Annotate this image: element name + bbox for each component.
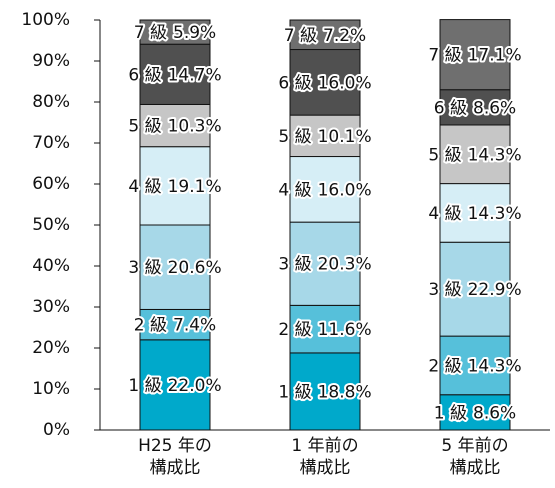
value-label: 17.1% [468, 46, 522, 66]
value-label: 16.0% [318, 73, 372, 93]
value-label: 11.6% [318, 320, 372, 340]
series-name: 6 級 [128, 65, 161, 85]
series-name: 5 級 [128, 117, 161, 137]
data-label: 7 級 5.9% [134, 23, 216, 43]
series-name: 6 級 [278, 73, 311, 93]
series-name: 2 級 [428, 356, 461, 376]
value-label: 7.2% [323, 26, 366, 46]
data-label: 1 級 18.8% [278, 382, 371, 402]
bar-segment [439, 335, 511, 396]
value-label: 14.3% [468, 204, 522, 224]
data-label: 2 級 7.4% [134, 316, 216, 336]
bar-segment [139, 43, 211, 105]
bar-segment [139, 19, 211, 45]
bar-segment [139, 224, 211, 310]
value-label: 14.3% [468, 356, 522, 376]
value-label: 18.8% [318, 382, 372, 402]
series-name: 3 級 [428, 280, 461, 300]
value-label: 5.9% [173, 23, 216, 43]
bar-segment [139, 146, 211, 226]
data-label: 1 級 8.6% [434, 403, 516, 423]
series-name: 7 級 [134, 23, 167, 43]
bar-segment [439, 394, 511, 431]
bar-segment [139, 339, 211, 431]
y-tick-label: 0% [43, 420, 70, 440]
y-tick-label: 60% [32, 174, 70, 194]
bar-segment [139, 308, 211, 341]
series-name: 4 級 [278, 180, 311, 200]
y-tick-label: 10% [32, 379, 70, 399]
series-name: 2 級 [278, 320, 311, 340]
data-label: 1 級 22.0% [128, 376, 221, 396]
x-tick-label: H25 年の構成比 [138, 436, 212, 478]
data-label: 5 級 10.3% [128, 117, 221, 137]
data-label: 6 級 16.0% [278, 73, 371, 93]
data-label: 5 級 10.1% [278, 127, 371, 147]
series-name: 5 級 [278, 127, 311, 147]
value-label: 22.0% [168, 376, 222, 396]
data-label: 4 級 19.1% [128, 177, 221, 197]
bar-segment [139, 103, 211, 148]
data-label: 4 級 16.0% [278, 180, 371, 200]
y-tick-label: 20% [32, 338, 70, 358]
y-tick-label: 100% [21, 10, 70, 30]
bar-segment [289, 19, 361, 51]
y-tick-label: 90% [32, 51, 70, 71]
series-name: 1 級 [128, 376, 161, 396]
series-name: 4 級 [428, 204, 461, 224]
y-tick-label: 80% [32, 92, 70, 112]
bar-segment [289, 221, 361, 306]
value-label: 10.3% [168, 117, 222, 137]
y-tick-label: 30% [32, 297, 70, 317]
y-tick-label: 70% [32, 133, 70, 153]
data-label: 5 級 14.3% [428, 145, 521, 165]
series-name: 1 級 [434, 403, 467, 423]
series-name: 2 級 [134, 316, 167, 336]
value-label: 10.1% [318, 127, 372, 147]
bar-segment [289, 114, 361, 158]
bar-segment [289, 304, 361, 354]
value-label: 14.3% [468, 145, 522, 165]
x-tick-label: 5 年前の構成比 [441, 436, 508, 478]
data-label: 6 級 14.7% [128, 65, 221, 85]
value-label: 22.9% [468, 280, 522, 300]
bar-segment [439, 183, 511, 243]
y-tick-label: 50% [32, 215, 70, 235]
series-name: 7 級 [428, 46, 461, 66]
series-name: 4 級 [128, 177, 161, 197]
series-name: 7 級 [284, 26, 317, 46]
bar-segment [439, 19, 511, 91]
data-label: 3 級 22.9% [428, 280, 521, 300]
value-label: 8.6% [473, 403, 516, 423]
value-label: 20.6% [168, 258, 222, 278]
value-label: 20.3% [318, 255, 372, 275]
data-label: 3 級 20.6% [128, 258, 221, 278]
bar-segment [439, 241, 511, 337]
bar-segment [289, 49, 361, 116]
series-name: 3 級 [128, 258, 161, 278]
data-label: 4 級 14.3% [428, 204, 521, 224]
bar-segment [439, 89, 511, 126]
value-label: 14.7% [168, 65, 222, 85]
data-label: 2 級 11.6% [278, 320, 371, 340]
bar-segment [289, 352, 361, 431]
data-label: 7 級 17.1% [428, 46, 521, 66]
y-tick-label: 40% [32, 256, 70, 276]
value-label: 7.4% [173, 316, 216, 336]
series-name: 5 級 [428, 145, 461, 165]
x-tick-label: 1 年前の構成比 [291, 436, 358, 478]
value-label: 16.0% [318, 180, 372, 200]
series-name: 1 級 [278, 382, 311, 402]
data-label: 3 級 20.3% [278, 255, 371, 275]
series-name: 3 級 [278, 255, 311, 275]
value-label: 8.6% [473, 98, 516, 118]
data-label: 2 級 14.3% [428, 356, 521, 376]
series-name: 6 級 [434, 98, 467, 118]
value-label: 19.1% [168, 177, 222, 197]
data-label: 7 級 7.2% [284, 26, 366, 46]
data-label: 6 級 8.6% [434, 98, 516, 118]
